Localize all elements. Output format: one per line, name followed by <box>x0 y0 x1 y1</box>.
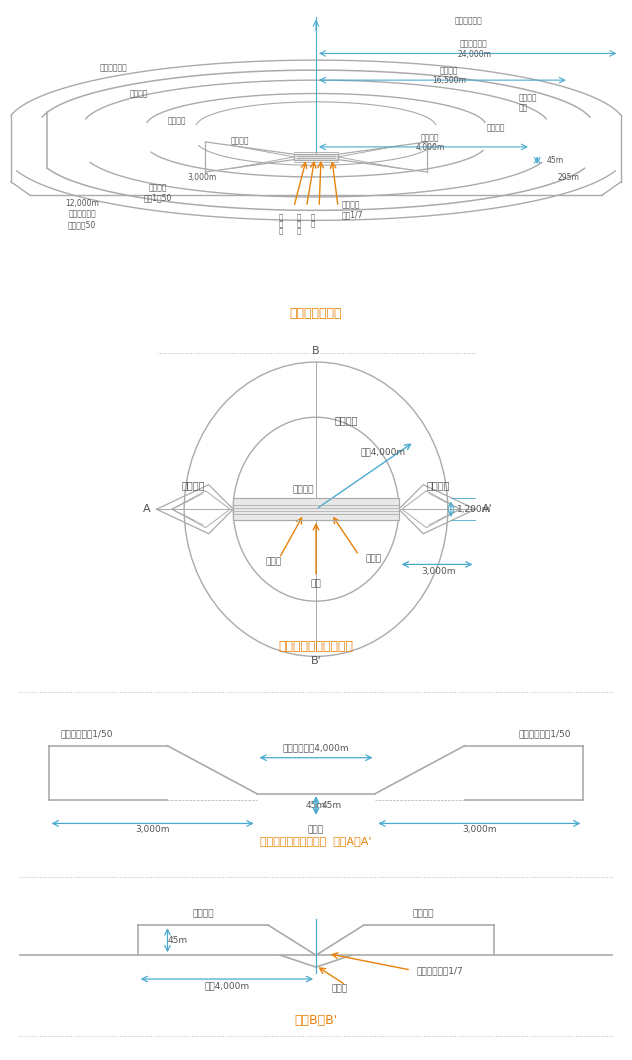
Text: 進入表面勾配1/50: 進入表面勾配1/50 <box>61 729 113 739</box>
Text: 水平表面: 水平表面 <box>412 909 434 918</box>
Text: 45m: 45m <box>547 156 564 164</box>
Text: 3,000m: 3,000m <box>188 173 217 182</box>
Text: 3,000m: 3,000m <box>462 826 497 834</box>
Text: 45m: 45m <box>306 801 326 810</box>
Text: 橋
点: 橋 点 <box>311 214 315 227</box>
Text: 水平表面: 水平表面 <box>420 134 439 142</box>
Text: 45m: 45m <box>167 936 188 944</box>
Text: 転移表面勾配1/7: 転移表面勾配1/7 <box>417 966 464 975</box>
Text: 水平表面半径4,000m: 水平表面半径4,000m <box>283 743 349 753</box>
Text: 滑
走
路: 滑 走 路 <box>296 214 300 233</box>
Text: 制限表面概略図: 制限表面概略図 <box>289 307 343 320</box>
Text: 滑走路: 滑走路 <box>265 558 281 566</box>
Text: A: A <box>143 505 150 514</box>
Text: 3,000m: 3,000m <box>422 567 456 576</box>
Text: 進入表面: 進入表面 <box>427 480 451 490</box>
Text: 円錐表面: 円錐表面 <box>130 90 149 99</box>
Text: 進入表面: 進入表面 <box>487 123 505 132</box>
Text: 進入表面勾配1/50: 進入表面勾配1/50 <box>519 729 571 739</box>
Text: 制限表面の平面概略図: 制限表面の平面概略図 <box>279 640 353 653</box>
Text: B': B' <box>310 656 322 667</box>
Text: 着陸帯: 着陸帯 <box>332 984 348 993</box>
Text: 水平表面: 水平表面 <box>167 117 186 125</box>
Text: B: B <box>312 346 320 356</box>
Text: 24,000m: 24,000m <box>457 50 491 58</box>
Text: 表面: 表面 <box>518 103 528 112</box>
Text: A': A' <box>482 505 492 514</box>
Text: 着
陸
帯: 着 陸 帯 <box>279 214 283 233</box>
Text: 3,000m: 3,000m <box>135 826 170 834</box>
Text: 4,000m: 4,000m <box>415 143 444 153</box>
Text: 着陸帯: 着陸帯 <box>308 826 324 834</box>
Text: 進入表面
勾配1／50: 進入表面 勾配1／50 <box>144 183 172 202</box>
Text: 外側水平表面: 外側水平表面 <box>460 39 488 49</box>
Text: 転移表面: 転移表面 <box>231 137 250 145</box>
Text: 外側水平表面: 外側水平表面 <box>100 64 128 72</box>
Text: 水平表面: 水平表面 <box>192 909 214 918</box>
Text: 半径4,000m: 半径4,000m <box>361 447 406 456</box>
Text: 45m: 45m <box>322 801 342 810</box>
Text: 295m: 295m <box>558 173 580 182</box>
Text: 外側水平表面: 外側水平表面 <box>455 16 483 25</box>
Text: 原点: 原点 <box>310 579 322 588</box>
Text: 水平表面: 水平表面 <box>335 416 358 425</box>
Text: 制限表面の断面概略図  断面A－A': 制限表面の断面概略図 断面A－A' <box>260 836 372 846</box>
Text: 転移表面
勾配1/7: 転移表面 勾配1/7 <box>341 200 363 219</box>
Text: 転移表面: 転移表面 <box>293 485 315 494</box>
Text: 着陸帯: 着陸帯 <box>365 554 381 563</box>
Text: 進入表面: 進入表面 <box>181 480 205 490</box>
Text: 16,500m: 16,500m <box>432 76 466 86</box>
Text: 円錐表面: 円錐表面 <box>439 67 458 75</box>
Text: 1,200m: 1,200m <box>457 505 492 514</box>
Text: 断面B－B': 断面B－B' <box>295 1013 337 1027</box>
Text: 12,000m
延長進入表面
勾配１／50: 12,000m 延長進入表面 勾配１／50 <box>65 199 99 229</box>
Text: 延長進入: 延長進入 <box>518 93 537 102</box>
Text: 半径4,000m: 半径4,000m <box>204 980 250 990</box>
